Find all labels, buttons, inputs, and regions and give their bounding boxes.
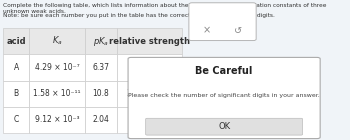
Bar [85, 28, 117, 54]
Text: ×: × [202, 26, 211, 36]
Text: Note: be sure each number you put in the table has the correct number of signifi: Note: be sure each number you put in the… [3, 13, 275, 18]
Bar [3, 80, 29, 107]
Text: A: A [14, 63, 19, 72]
FancyBboxPatch shape [146, 118, 302, 135]
Text: B: B [14, 89, 19, 98]
Text: 2: 2 [147, 63, 152, 72]
Bar [29, 80, 85, 107]
Text: C: C [14, 115, 19, 124]
Bar [3, 107, 29, 133]
Bar [117, 80, 182, 107]
Text: 1 (strong: 1 (strong [133, 115, 167, 124]
FancyBboxPatch shape [128, 57, 320, 139]
Text: $pK_{a}$: $pK_{a}$ [93, 35, 109, 48]
Text: 4.29 × 10⁻⁷: 4.29 × 10⁻⁷ [35, 63, 79, 72]
Text: 9.12 × 10⁻³: 9.12 × 10⁻³ [35, 115, 79, 124]
Text: 3 (weakest): 3 (weakest) [127, 89, 172, 98]
Text: $K_{a}$: $K_{a}$ [52, 35, 62, 47]
Bar [3, 28, 29, 54]
Text: 6.37: 6.37 [92, 63, 110, 72]
Bar [117, 28, 182, 54]
Text: 2.04: 2.04 [92, 115, 110, 124]
Text: OK: OK [218, 122, 230, 131]
Text: Please check the number of significant digits in your answer.: Please check the number of significant d… [128, 93, 320, 98]
Text: 10.8: 10.8 [93, 89, 109, 98]
Bar [29, 107, 85, 133]
Text: ↺: ↺ [234, 26, 243, 36]
Text: acid: acid [6, 37, 26, 46]
Text: Be Careful: Be Careful [195, 66, 253, 76]
Text: 1.58 × 10⁻¹¹: 1.58 × 10⁻¹¹ [33, 89, 81, 98]
Bar [3, 54, 29, 80]
Bar [85, 107, 117, 133]
Text: relative strength: relative strength [110, 37, 190, 46]
Text: Complete the following table, which lists information about the measured acid di: Complete the following table, which list… [3, 3, 327, 14]
Bar [29, 54, 85, 80]
Bar [117, 107, 182, 133]
FancyBboxPatch shape [189, 3, 256, 41]
Bar [85, 80, 117, 107]
Bar [85, 54, 117, 80]
Bar [29, 28, 85, 54]
Bar [117, 54, 182, 80]
